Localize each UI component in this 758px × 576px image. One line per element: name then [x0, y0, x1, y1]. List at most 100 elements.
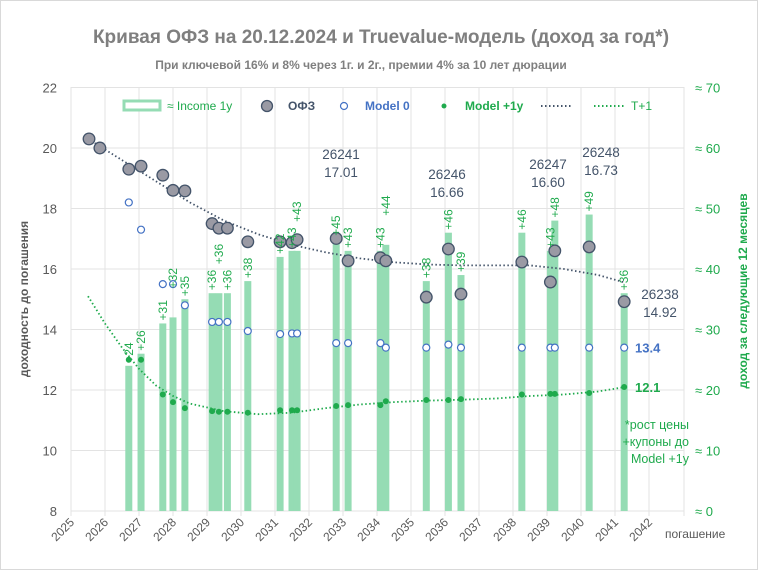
- ofz-point: [220, 221, 234, 235]
- x-tick-label: 2032: [286, 515, 315, 544]
- y-tick-label: 14: [43, 323, 57, 338]
- ofz-point: [454, 287, 468, 301]
- ofz-point: [441, 242, 455, 256]
- x-tick-label: 2027: [116, 515, 145, 544]
- x-tick-label: 2035: [388, 515, 417, 544]
- trend-lines: [87, 138, 626, 416]
- legend-model0: Model 0: [365, 99, 410, 113]
- model1y-point: [159, 391, 166, 398]
- income-bar-label: +35: [178, 276, 192, 297]
- model0-point: [208, 317, 217, 327]
- model1y-point: [244, 409, 251, 416]
- model1y-end-label: 12.1: [635, 380, 660, 395]
- model1y-point: [621, 383, 628, 390]
- ofz-point: [548, 244, 562, 258]
- income-bar: [169, 317, 177, 511]
- model0-point: [376, 339, 385, 348]
- y2-tick-label: ≈ 0: [695, 504, 713, 519]
- income-bar: [276, 256, 284, 511]
- model1y-point: [224, 408, 231, 415]
- x-axis-title: погашение: [665, 527, 726, 541]
- model1y-point: [181, 405, 188, 412]
- bond-callout-id: 26238: [641, 287, 679, 302]
- income-bar-label: +36: [205, 270, 219, 291]
- bond-callout-id: 26246: [428, 167, 466, 182]
- income-bar: [293, 250, 301, 511]
- x-tick-label: 2040: [558, 515, 587, 544]
- income-bar: [422, 281, 430, 511]
- income-bar-label: +43: [543, 227, 557, 248]
- bond-callout-id: 26247: [529, 157, 567, 172]
- legend-model1y: Model +1y: [465, 99, 524, 113]
- model1y-point: [586, 390, 593, 397]
- income-bar-label: +43: [285, 227, 299, 248]
- model0-point: [276, 329, 285, 339]
- points: [82, 132, 631, 416]
- model1y-point: [170, 399, 176, 406]
- ofz-trend-line: [87, 138, 626, 284]
- model1y-point: [215, 408, 222, 415]
- model0-point: [158, 280, 167, 289]
- ofz-point: [178, 184, 192, 198]
- x-tick-label: 2028: [150, 515, 179, 544]
- x-tick-label: 2025: [48, 515, 77, 544]
- income-bar-label: +38: [419, 257, 433, 278]
- model0-point: [620, 343, 629, 352]
- footnote: *рост цены +купоны до Model +1y: [623, 418, 690, 466]
- ofz-point: [241, 235, 255, 249]
- income-bar: [620, 293, 628, 511]
- model1y-point: [125, 356, 132, 363]
- model1y-point: [209, 408, 216, 415]
- legend-ofz: ОФЗ: [288, 99, 315, 113]
- model0-point: [332, 339, 341, 348]
- income-bar-label: +46: [441, 209, 455, 230]
- x-tick-label: 2041: [592, 515, 621, 544]
- income-bar-label: +46: [515, 209, 529, 230]
- ofz-point: [341, 254, 355, 268]
- model0-point: [243, 326, 252, 336]
- income-bar-label: +39: [454, 251, 468, 272]
- y-tick-label: 10: [43, 444, 57, 459]
- model1y-point: [457, 396, 464, 403]
- income-bar-label: +43: [373, 227, 387, 248]
- bond-callout-yield: 17.01: [324, 165, 358, 180]
- model1y-point: [423, 396, 430, 403]
- model1y-point: [138, 356, 145, 363]
- y2-tick-label: ≈ 20: [695, 383, 720, 398]
- y2-tick-label: ≈ 40: [695, 262, 720, 277]
- model1y-point: [294, 407, 301, 414]
- t1-trend-line: [87, 295, 626, 416]
- bond-callout-yield: 16.73: [584, 163, 618, 178]
- model1y-point: [377, 402, 384, 409]
- ofz-point: [379, 254, 393, 268]
- y2-tick-label: ≈ 30: [695, 323, 720, 338]
- ofz-point: [93, 141, 107, 155]
- model0-point: [550, 343, 559, 352]
- ofz-point: [515, 255, 529, 269]
- y2-tick-label: ≈ 60: [695, 141, 720, 156]
- income-bar: [518, 232, 526, 511]
- model1y-point: [518, 391, 525, 398]
- y-tick-label: 12: [43, 383, 57, 398]
- legend: ≈ Income 1y ОФЗ Model 0 Model +1y T+1: [122, 99, 652, 113]
- income-bar: [181, 299, 189, 511]
- model0-point: [293, 329, 302, 338]
- model0-point: [456, 343, 466, 352]
- model0-end-label: 13.4: [635, 341, 661, 356]
- footnote-line-2: +купоны до: [623, 435, 690, 449]
- x-tick-label: 2031: [252, 515, 281, 544]
- model1y-point: [547, 390, 554, 397]
- ofz-point: [122, 162, 136, 176]
- bond-callout-yield: 14.92: [643, 305, 677, 320]
- legend-model0-marker: [339, 101, 349, 111]
- footnote-line-3: Model +1y: [631, 452, 690, 466]
- ofz-point: [290, 233, 304, 247]
- income-bar-label: +36: [220, 270, 234, 291]
- model1y-point: [277, 407, 284, 414]
- bond-callout-yield: 16.66: [430, 185, 464, 200]
- model1y-point: [289, 407, 295, 414]
- bond-callout-id: 26248: [582, 145, 620, 160]
- legend-income-swatch: [122, 99, 162, 112]
- income-bar: [551, 220, 559, 511]
